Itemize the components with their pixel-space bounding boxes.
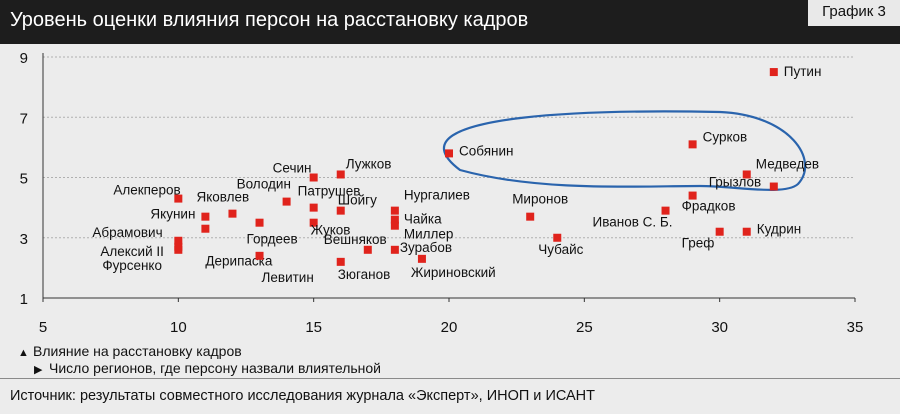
data-point-label: Медведев [756, 157, 819, 172]
data-point-marker [715, 227, 724, 236]
legend-y-text: Влияние на расстановку кадров [33, 343, 242, 359]
triangle-right-icon: ▶ [34, 364, 43, 376]
data-point-marker [201, 212, 210, 221]
data-point-label: Миллер [404, 227, 454, 242]
data-point-label: Гордеев [247, 232, 298, 247]
legend-y-item: ▲ Влияние на расстановку кадров [18, 343, 242, 359]
data-point-label: Чубайс [538, 242, 583, 257]
data-point-marker [255, 218, 264, 227]
source-note: Источник: результаты совместного исследо… [10, 388, 596, 404]
footer-divider [0, 378, 900, 379]
x-tick-label: 20 [441, 319, 458, 336]
data-point-label: Сурков [703, 129, 748, 144]
x-tick-label: 25 [576, 319, 593, 336]
data-point-label: Алекперов [113, 183, 180, 198]
data-point-label: Володин [237, 177, 291, 192]
data-point-label: Нургалиев [404, 188, 470, 203]
data-point-marker [390, 206, 399, 215]
y-tick-label: 7 [20, 110, 28, 127]
data-point-label: Яковлев [196, 190, 249, 205]
data-point-marker [174, 236, 183, 245]
y-tick-label: 3 [20, 231, 28, 248]
data-point-label: Шойгу [338, 193, 377, 208]
data-point-marker [769, 68, 778, 77]
data-point-label: Фрадков [682, 199, 736, 214]
data-point-label: Путин [784, 64, 822, 79]
data-point-marker [445, 149, 453, 158]
data-point-label: Жуков [311, 223, 351, 238]
data-point-label: Абрамович [92, 225, 162, 240]
data-point-marker [228, 209, 237, 218]
data-point-marker [688, 191, 697, 200]
data-point-label: Якунин [150, 207, 195, 222]
y-tick-label: 9 [20, 50, 28, 67]
data-point-marker [309, 173, 318, 182]
data-point-marker [309, 218, 318, 227]
highlight-ellipse [442, 110, 807, 192]
data-point-marker [390, 221, 399, 230]
data-point-marker [336, 170, 345, 179]
data-point-label: Греф [682, 236, 715, 251]
data-point-marker [174, 245, 183, 254]
x-tick-label: 5 [39, 319, 47, 336]
data-point-label: Левитин [262, 270, 314, 285]
data-point-label: Алексий II [100, 244, 164, 259]
x-tick-label: 15 [305, 319, 322, 336]
data-point-label: Зюганов [338, 267, 391, 282]
data-point-label: Патрушев [298, 184, 361, 199]
data-point-marker [336, 257, 345, 266]
data-point-label: Чайка [404, 212, 442, 227]
data-point-marker [688, 140, 697, 149]
chart-header: Уровень оценки влияния персон на расстан… [0, 0, 900, 44]
data-point-label: Грызлов [709, 174, 762, 189]
legend-x-text: Число регионов, где персону назвали влия… [49, 360, 382, 376]
data-point-marker [417, 254, 426, 263]
legend-x-item: ▶ Число регионов, где персону назвали вли… [34, 360, 381, 376]
data-point-marker [336, 206, 345, 215]
data-point-label: Собянин [459, 143, 513, 158]
data-point-marker [390, 215, 399, 224]
data-point-label: Миронов [512, 192, 568, 207]
data-point-marker [363, 245, 372, 254]
y-tick-label: 5 [20, 171, 28, 188]
data-point-marker [255, 251, 264, 260]
data-point-marker [553, 233, 562, 242]
data-point-marker [282, 197, 291, 206]
data-point-marker [390, 245, 399, 254]
data-point-label: Жириновский [411, 265, 496, 280]
triangle-up-icon: ▲ [18, 347, 29, 359]
y-tick-label: 1 [20, 291, 28, 308]
data-point-marker [309, 203, 318, 212]
data-point-label: Фурсенко [102, 258, 162, 273]
x-tick-label: 35 [847, 319, 864, 336]
chart-number-tag: График 3 [808, 0, 900, 26]
x-tick-label: 30 [711, 319, 728, 336]
data-point-marker [769, 182, 778, 191]
data-point-marker [174, 194, 183, 203]
data-point-label: Сечин [273, 161, 312, 176]
x-tick-label: 10 [170, 319, 187, 336]
data-point-label: Иванов С. Б. [593, 215, 673, 230]
chart-title: Уровень оценки влияния персон на расстан… [10, 9, 529, 31]
data-point-label: Лужков [346, 156, 392, 171]
data-point-marker [201, 224, 210, 233]
data-point-marker [526, 212, 535, 221]
data-point-label: Вешняков [324, 232, 387, 247]
data-point-label: Зурабов [400, 240, 452, 255]
data-point-marker [742, 227, 751, 236]
data-point-label: Кудрин [757, 222, 802, 237]
data-point-marker [742, 170, 751, 179]
data-point-marker [661, 206, 670, 215]
